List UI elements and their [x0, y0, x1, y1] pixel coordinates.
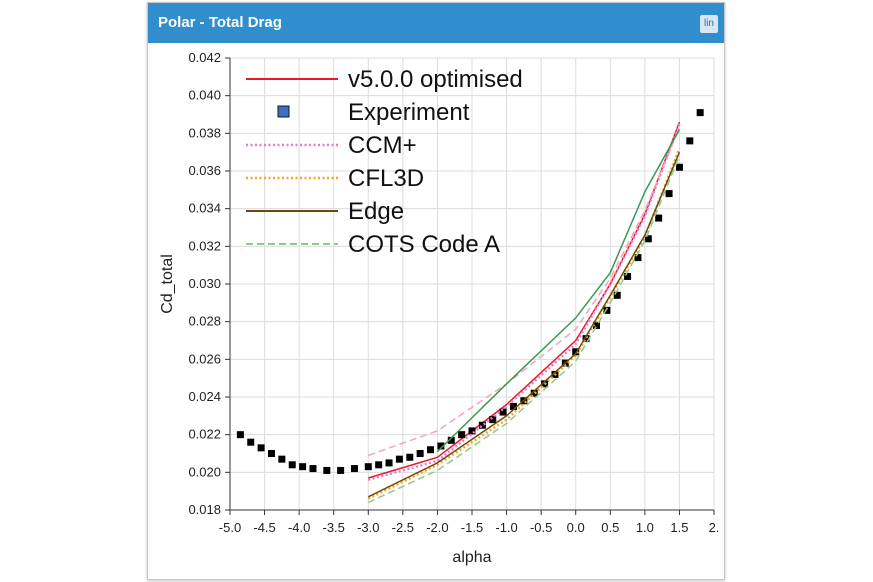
x-tick-label: 0.0 — [567, 520, 585, 535]
y-tick-label: 0.034 — [188, 201, 221, 216]
experiment-point — [634, 254, 642, 262]
x-tick-label: 0.5 — [601, 520, 619, 535]
series-line-unlabeled-7 — [436, 129, 681, 453]
series-line-cfl3d — [367, 147, 681, 500]
legend-label-cfl3d: CFL3D — [348, 165, 424, 192]
y-tick-label: 0.028 — [188, 314, 221, 329]
experiment-point — [686, 137, 694, 145]
experiment-point — [489, 416, 497, 424]
experiment-point — [603, 306, 611, 314]
experiment-point — [613, 291, 621, 299]
axes: -5.0 -4.5 -4.0 -3.5 -3.0 -2.5 -2.0 -1.5 -1.0 -0.5… — [188, 50, 719, 535]
experiment-point — [257, 444, 265, 452]
panel-title: Polar - Total Drag — [158, 14, 282, 31]
experiment-point — [350, 465, 358, 473]
x-tick-label: 1.5 — [670, 520, 688, 535]
panel-header: Polar - Total Drag lin — [148, 3, 724, 43]
chart-panel: Polar - Total Drag lin -5.0 -4.5 -4.0 -3.5-… — [147, 2, 725, 580]
experiment-point — [395, 455, 403, 463]
x-axis-label: alpha — [452, 549, 491, 566]
y-tick-label: 0.032 — [188, 238, 221, 253]
experiment-point — [572, 348, 580, 356]
experiment-point — [288, 461, 296, 469]
experiment-point — [696, 109, 704, 117]
x-tick-label: -4.0 — [288, 520, 310, 535]
y-tick-label: 0.040 — [188, 88, 221, 103]
experiment-point — [337, 466, 345, 474]
experiment-point — [675, 163, 683, 171]
experiment-point — [364, 463, 372, 471]
series-line-cots-code-a — [367, 155, 681, 504]
legend: v5.0.0 optimised Experiment CCM+ CFL3D Edge C… — [246, 66, 523, 258]
experiment-point — [592, 321, 600, 329]
experiment-point — [406, 453, 414, 461]
legend-label-ccm: CCM+ — [348, 132, 417, 159]
experiment-point — [530, 389, 538, 397]
y-tick-label: 0.042 — [188, 50, 221, 65]
experiment-point — [236, 431, 244, 439]
y-tick-label: 0.018 — [188, 502, 221, 517]
experiment-point — [247, 438, 255, 446]
experiment-point — [375, 461, 383, 469]
experiment-point — [427, 446, 435, 454]
series-layer — [236, 109, 704, 504]
experiment-point — [323, 466, 331, 474]
experiment-point — [665, 190, 673, 198]
experiment-point — [309, 465, 317, 473]
experiment-point — [458, 431, 466, 439]
series-line-unlabeled-6 — [368, 127, 681, 457]
x-tick-label: -1.5 — [461, 520, 483, 535]
x-tick-label: 1.0 — [636, 520, 654, 535]
experiment-point — [655, 214, 663, 222]
experiment-point — [509, 402, 517, 410]
legend-label-cots-code-a: COTS Code A — [348, 231, 500, 258]
x-tick-label: -3.0 — [357, 520, 379, 535]
grid — [229, 57, 715, 511]
legend-label-experiment: Experiment — [348, 99, 470, 126]
legend-label-edge: Edge — [348, 198, 404, 225]
experiment-point — [267, 450, 275, 457]
experiment-point — [299, 463, 307, 471]
x-tick-label: -3.5 — [323, 520, 345, 535]
x-tick-label: -0.5 — [530, 520, 552, 535]
experiment-point — [385, 459, 393, 467]
y-tick-label: 0.022 — [188, 427, 221, 442]
x-tick-label: -2.5 — [392, 520, 414, 535]
y-tick-label: 0.020 — [188, 464, 221, 479]
experiment-point — [644, 235, 652, 243]
series-line-ccm — [367, 123, 681, 482]
experiment-point — [437, 442, 445, 450]
experiment-point — [416, 450, 424, 457]
y-tick-label: 0.036 — [188, 163, 221, 178]
experiment-point — [624, 272, 632, 280]
y-tick-label: 0.030 — [188, 276, 221, 291]
y-tick-label: 0.024 — [188, 389, 221, 404]
x-tick-label: -1.0 — [495, 520, 517, 535]
x-tick-label: -2.0 — [426, 520, 448, 535]
x-tick-label: 2. — [709, 520, 720, 535]
drag-polar-chart: -5.0 -4.5 -4.0 -3.5 -3.0 -2.5 -2.0 -1.5 -1.0 -0.5… — [159, 50, 719, 566]
experiment-point — [447, 436, 455, 444]
x-tick-label: -5.0 — [219, 520, 241, 535]
experiment-point — [499, 408, 507, 416]
legend-swatch-experiment — [277, 105, 290, 118]
series-line-edge — [367, 151, 681, 498]
experiment-point — [468, 427, 476, 435]
series-line-v5-0-0-optimised — [368, 121, 681, 479]
experiment-point — [278, 455, 286, 463]
y-axis-label: Cd_total — [159, 254, 176, 314]
experiment-point — [582, 335, 590, 343]
y-tick-label: 0.026 — [188, 351, 221, 366]
y-tick-label: 0.038 — [188, 125, 221, 140]
legend-label-v5-0-0-optimised: v5.0.0 optimised — [348, 66, 523, 93]
experiment-point — [478, 421, 486, 429]
scale-toggle-button[interactable]: lin — [700, 15, 718, 33]
x-tick-label: -4.5 — [253, 520, 275, 535]
